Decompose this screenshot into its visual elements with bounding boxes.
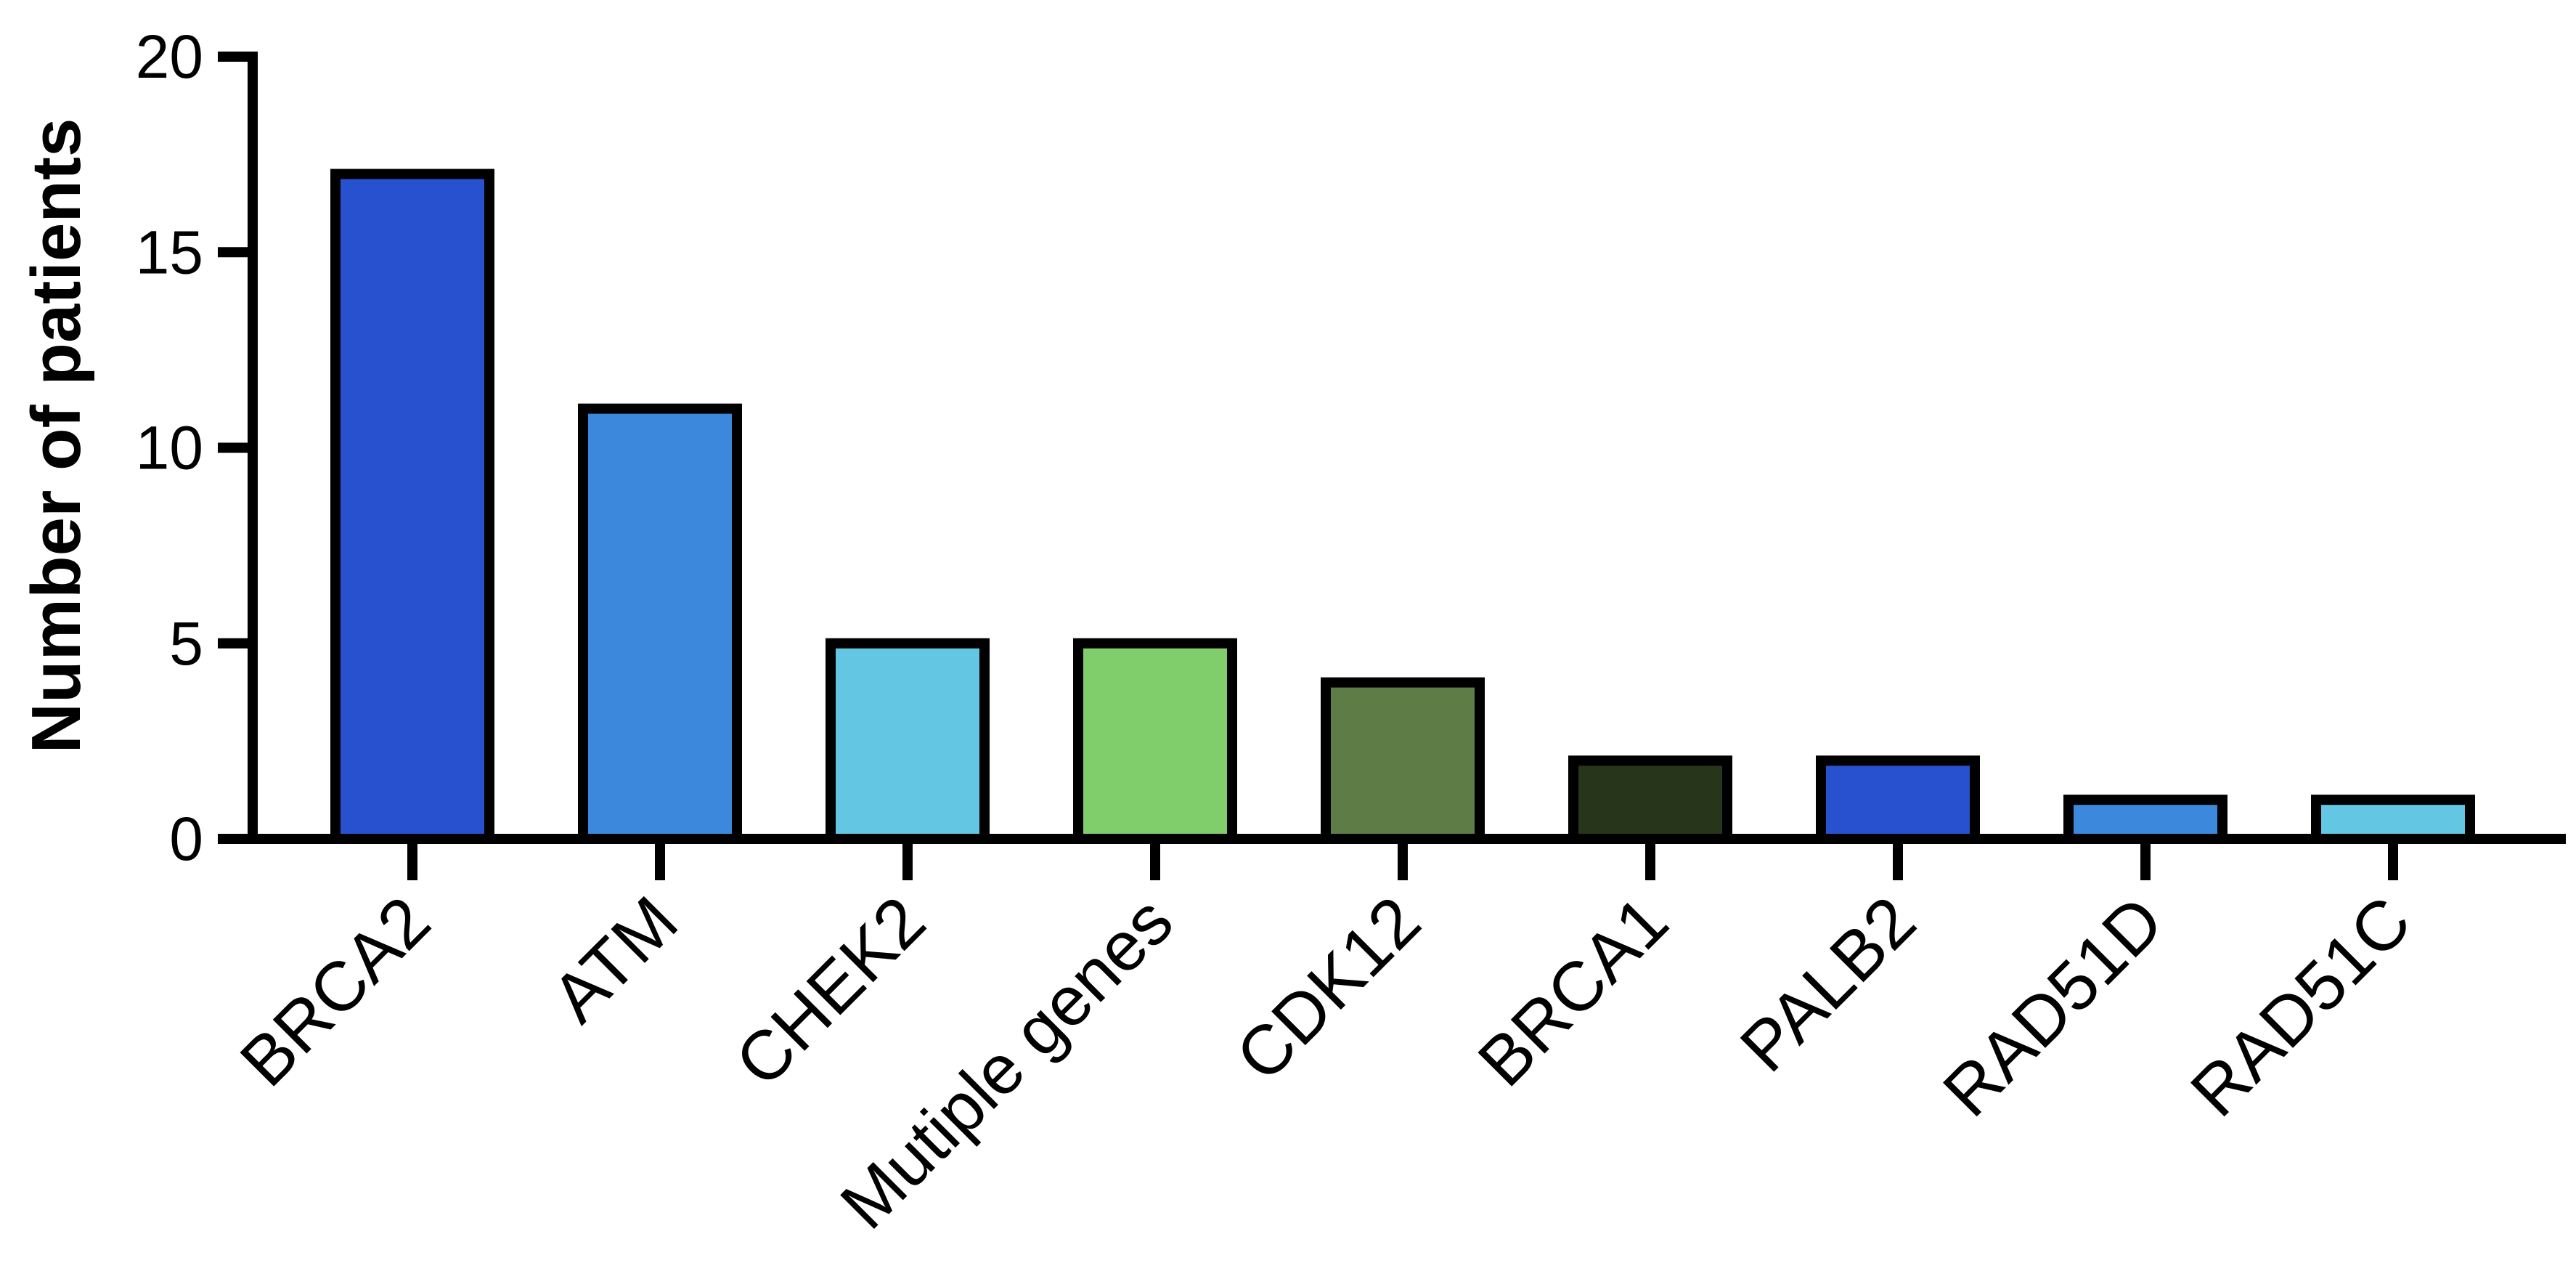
x-tick-label: CHEK2 [721, 882, 940, 1101]
x-tick-label: RAD51D [1928, 882, 2178, 1132]
bar-brca1 [1568, 755, 1732, 845]
y-tick-label: 20 [136, 23, 203, 91]
bar-rad51c [2311, 795, 2475, 845]
y-tick-label: 5 [169, 609, 203, 678]
y-ticks-layer: 0 5 10 15 20 [136, 23, 253, 873]
y-axis-title: Number of patients [17, 118, 95, 754]
y-tick-label: 10 [136, 414, 203, 482]
bar-palb2 [1816, 755, 1980, 845]
y-tick-label: 0 [169, 805, 203, 873]
bar-chek2 [826, 638, 990, 844]
x-tick-label: RAD51C [2176, 882, 2426, 1132]
x-tick-label: BRCA2 [226, 882, 445, 1101]
x-tick-label: CDK12 [1221, 882, 1435, 1095]
bars-layer [330, 169, 2475, 845]
bar-cdk12 [1321, 677, 1485, 844]
bar-mutiple-genes [1073, 638, 1237, 844]
bar-atm [578, 403, 742, 844]
y-tick-label: 15 [136, 218, 203, 286]
x-tick-label: ATM [537, 882, 693, 1037]
bar-brca2 [330, 169, 494, 845]
x-tick-label: PALB2 [1726, 882, 1931, 1087]
bar-rad51d [2063, 795, 2227, 845]
x-tick-label: BRCA1 [1464, 882, 1683, 1101]
